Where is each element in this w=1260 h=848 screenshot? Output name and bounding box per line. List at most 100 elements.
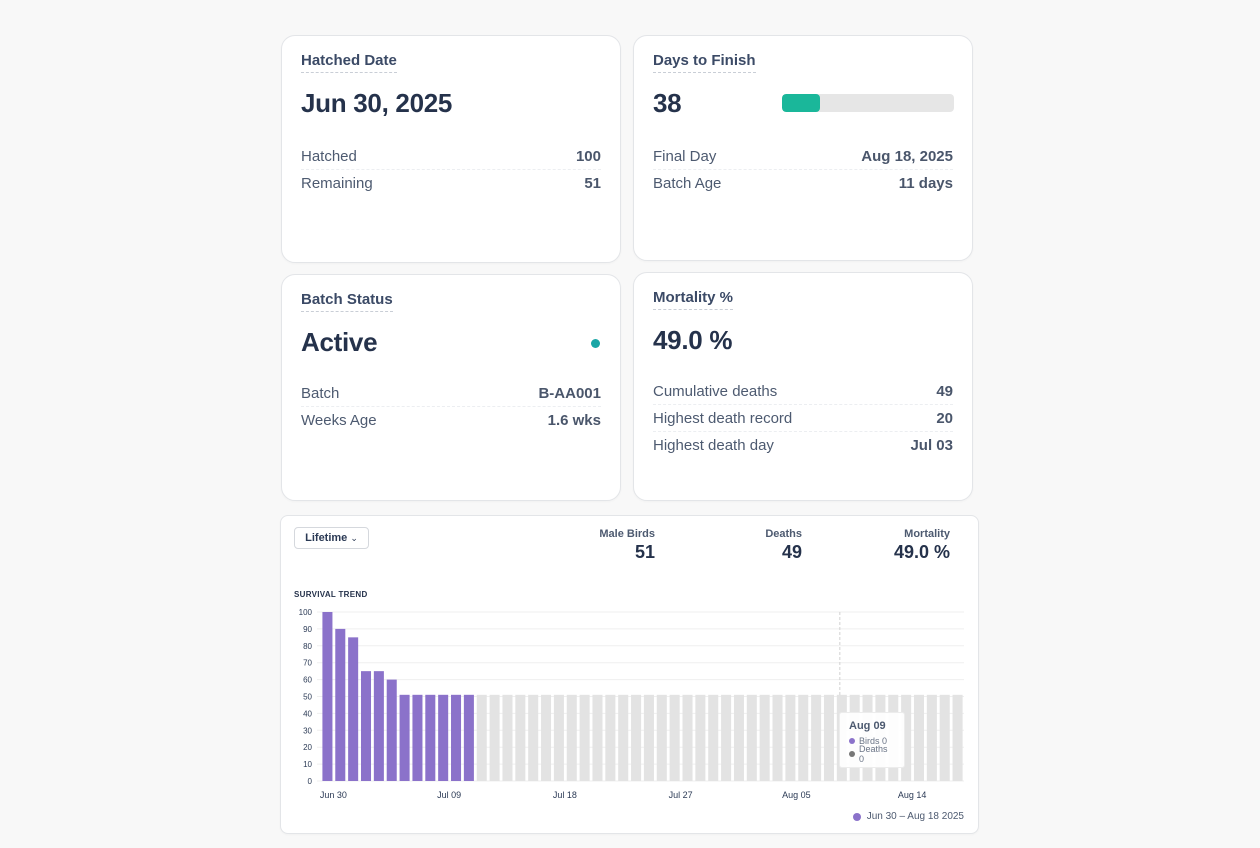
tooltip-row-label: Birds 0 xyxy=(859,735,888,746)
bar-projected xyxy=(952,694,963,781)
bar-projected xyxy=(901,694,912,781)
days-progress-bar xyxy=(782,94,954,112)
y-tick-label: 30 xyxy=(303,726,312,735)
row-value: Aug 18, 2025 xyxy=(861,147,953,165)
chart-title: SURVIVAL TREND xyxy=(294,590,368,599)
remaining-row: Remaining 51 xyxy=(301,170,601,197)
row-value: 51 xyxy=(584,175,601,192)
y-tick-label: 20 xyxy=(303,743,312,752)
tooltip-row-label: Deaths 0 xyxy=(859,743,888,764)
range-select-label: Lifetime xyxy=(305,532,348,544)
bar-projected xyxy=(913,694,925,781)
hatched-row: Hatched 100 xyxy=(301,143,601,170)
batch-status-value: Active xyxy=(301,327,378,357)
bar-birds xyxy=(425,694,436,781)
days-to-finish-value: 38 xyxy=(653,88,682,118)
row-label: Weeks Age xyxy=(301,412,377,429)
bar-projected xyxy=(926,694,937,781)
row-label: Batch xyxy=(301,384,340,402)
bar-projected xyxy=(708,694,719,781)
x-tick-label: Jul 27 xyxy=(669,790,693,800)
bar-projected xyxy=(785,694,796,781)
bar-birds xyxy=(360,671,372,781)
y-tick-label: 90 xyxy=(303,625,312,634)
survival-trend-card: Lifetime ⌄ Male Birds 51 Deaths 49 Morta… xyxy=(280,515,979,834)
y-tick-label: 50 xyxy=(303,693,312,702)
bar-projected xyxy=(939,694,950,781)
bar-projected xyxy=(811,694,822,781)
bar-projected xyxy=(682,694,693,781)
bar-birds xyxy=(373,671,384,781)
legend-label: Jun 30 – Aug 18 2025 xyxy=(866,811,964,822)
highest-death-record-row: Highest death record 20 xyxy=(653,405,953,432)
bar-projected xyxy=(733,694,744,781)
bar-projected xyxy=(476,694,487,781)
bar-projected xyxy=(798,694,809,781)
bar-birds xyxy=(399,694,410,781)
row-label: Batch Age xyxy=(653,175,722,192)
row-value: Jul 03 xyxy=(910,437,953,454)
survival-trend-chart: 0 10 20 30 40 50 60 70 80 90 100 Jun 30 Jul 09 Jul 18… xyxy=(299,608,964,800)
batch-age-row: Batch Age 11 days xyxy=(653,170,953,197)
bar-projected xyxy=(541,694,552,781)
bar-projected xyxy=(605,694,616,781)
stat-deaths: Deaths 49 xyxy=(765,528,802,563)
batch-status-card: Batch Status Active Batch B-AA001 Weeks … xyxy=(281,274,621,501)
tooltip-row-birds: Birds 0 xyxy=(849,734,895,747)
bar-projected xyxy=(618,694,629,781)
bar-projected xyxy=(669,694,680,781)
days-to-finish-card: Days to Finish 38 Final Day Aug 18, 2025… xyxy=(633,35,973,261)
tooltip-row-deaths: Deaths 0 xyxy=(849,744,895,764)
bar-projected xyxy=(656,694,667,781)
cumulative-deaths-row: Cumulative deaths 49 xyxy=(653,378,953,405)
bar-projected xyxy=(528,694,539,781)
final-day-row: Final Day Aug 18, 2025 xyxy=(653,143,953,170)
x-tick-label: Aug 14 xyxy=(898,790,927,800)
bar-birds xyxy=(451,694,462,781)
stat-label: Deaths xyxy=(765,528,802,540)
stat-value: 51 xyxy=(634,542,655,562)
row-value: 1.6 wks xyxy=(547,412,601,429)
days-rows: Final Day Aug 18, 2025 Batch Age 11 days xyxy=(653,143,953,197)
y-tick-label: 10 xyxy=(303,760,312,769)
chevron-down-icon: ⌄ xyxy=(350,532,358,543)
y-tick-label: 100 xyxy=(299,608,313,617)
stat-value: 49 xyxy=(781,542,802,562)
bar-birds xyxy=(412,694,423,781)
bar-birds xyxy=(322,612,333,781)
y-tick-label: 0 xyxy=(308,777,313,786)
hatched-date-title: Hatched Date xyxy=(301,52,397,73)
row-label: Highest death record xyxy=(653,409,793,427)
mortality-card: Mortality % 49.0 % Cumulative deaths 49 … xyxy=(633,272,973,501)
bar-projected xyxy=(759,694,770,781)
row-value: 20 xyxy=(936,409,953,427)
bar-birds xyxy=(386,679,397,781)
bar-birds xyxy=(348,637,359,781)
stat-label: Male Birds xyxy=(599,528,655,540)
stat-male-birds: Male Birds 51 xyxy=(599,528,655,563)
hatched-date-value: Jun 30, 2025 xyxy=(301,88,453,118)
x-tick-label: Jul 09 xyxy=(437,790,461,800)
batch-row: Batch B-AA001 xyxy=(301,380,601,407)
x-tick-label: Aug 05 xyxy=(782,790,811,800)
hatched-date-rows: Hatched 100 Remaining 51 xyxy=(301,143,601,197)
mortality-title: Mortality % xyxy=(653,289,734,310)
tooltip-title: Aug 09 xyxy=(849,720,886,732)
bar-projected xyxy=(823,694,834,781)
y-tick-label: 80 xyxy=(303,642,312,651)
row-value: 100 xyxy=(575,147,601,165)
row-label: Highest death day xyxy=(653,437,774,454)
bar-projected xyxy=(772,694,783,781)
hatched-date-card: Hatched Date Jun 30, 2025 Hatched 100 Re… xyxy=(281,35,621,263)
stat-mortality: Mortality 49.0 % xyxy=(894,528,950,563)
y-tick-label: 70 xyxy=(303,659,312,668)
range-select[interactable]: Lifetime ⌄ xyxy=(294,527,369,549)
bar-projected xyxy=(631,694,642,781)
chart-legend: Jun 30 – Aug 18 2025 xyxy=(852,811,964,822)
bar-projected xyxy=(502,694,513,781)
bar-projected xyxy=(579,694,590,781)
status-rows: Batch B-AA001 Weeks Age 1.6 wks xyxy=(301,380,601,434)
y-tick-label: 60 xyxy=(303,676,312,685)
row-label: Hatched xyxy=(301,147,357,165)
bar-projected xyxy=(515,694,526,781)
